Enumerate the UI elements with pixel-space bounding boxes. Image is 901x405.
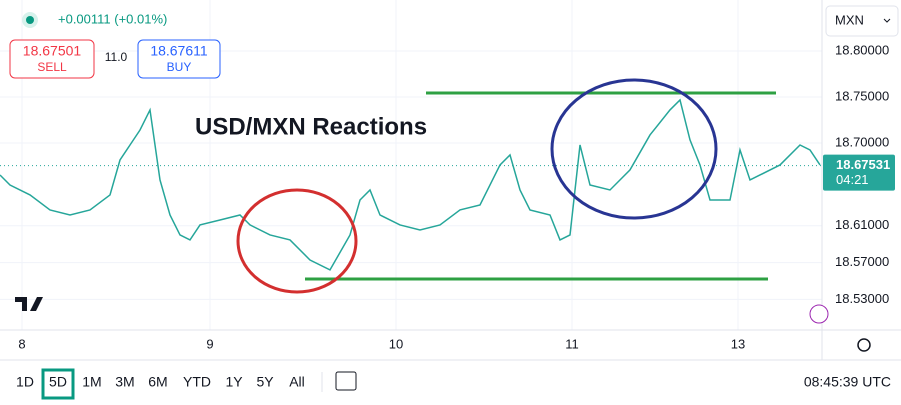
buy-button[interactable] <box>137 39 221 79</box>
timeframe-button[interactable]: 1D <box>16 374 34 390</box>
timeframe-button[interactable]: 1Y <box>225 374 243 390</box>
y-tick-label: 18.75000 <box>835 88 889 103</box>
currency-select[interactable] <box>825 5 899 37</box>
buy-price: 18.67611 <box>150 43 208 59</box>
x-tick-label: 9 <box>206 336 213 351</box>
event-icon[interactable] <box>809 304 829 324</box>
spread: 11.0 <box>105 50 128 64</box>
timeframe-button[interactable]: 1M <box>82 374 101 390</box>
currency: MXN <box>835 12 864 27</box>
timeframe-selected <box>41 368 75 400</box>
price-line <box>0 98 821 271</box>
last-price-label: 18.67531 <box>836 157 890 172</box>
timeframe-button[interactable]: 6M <box>148 374 167 390</box>
date-range-icon[interactable] <box>335 371 357 391</box>
y-tick-label: 18.57000 <box>835 254 889 269</box>
timeframe-button[interactable]: YTD <box>183 374 211 390</box>
chart-title: USD/MXN Reactions <box>195 113 427 140</box>
countdown: 04:21 <box>836 172 869 187</box>
timeframe-button[interactable]: 5Y <box>256 374 274 390</box>
logo <box>15 297 43 311</box>
clock: 08:45:39 UTC <box>804 374 891 390</box>
buy-label: BUY <box>167 60 192 74</box>
chevron <box>883 18 891 23</box>
sell-label: SELL <box>37 60 67 74</box>
x-tick-label: 10 <box>389 336 403 351</box>
timeframe-button[interactable]: 3M <box>115 374 134 390</box>
x-tick-label: 11 <box>565 336 579 351</box>
x-tick-label: 13 <box>731 336 745 351</box>
last-price-box <box>823 154 895 191</box>
sell-price: 18.67501 <box>23 43 82 59</box>
highlight-circle <box>236 188 358 294</box>
y-tick-label: 18.53000 <box>835 291 889 306</box>
y-tick-label: 18.61000 <box>835 217 889 232</box>
y-tick-label: 18.80000 <box>835 42 889 57</box>
timeframe-button[interactable]: 5D <box>49 374 67 390</box>
timeframe-button[interactable]: All <box>289 374 305 390</box>
sell-button[interactable] <box>9 39 95 79</box>
plot <box>0 0 822 330</box>
price-change: +0.00111 (+0.01%) <box>58 11 167 26</box>
settings-icon[interactable] <box>857 338 871 352</box>
status-dot <box>26 16 34 24</box>
x-tick-label: 8 <box>18 336 25 351</box>
highlight-circle <box>550 78 718 220</box>
y-tick-label: 18.70000 <box>835 134 889 149</box>
